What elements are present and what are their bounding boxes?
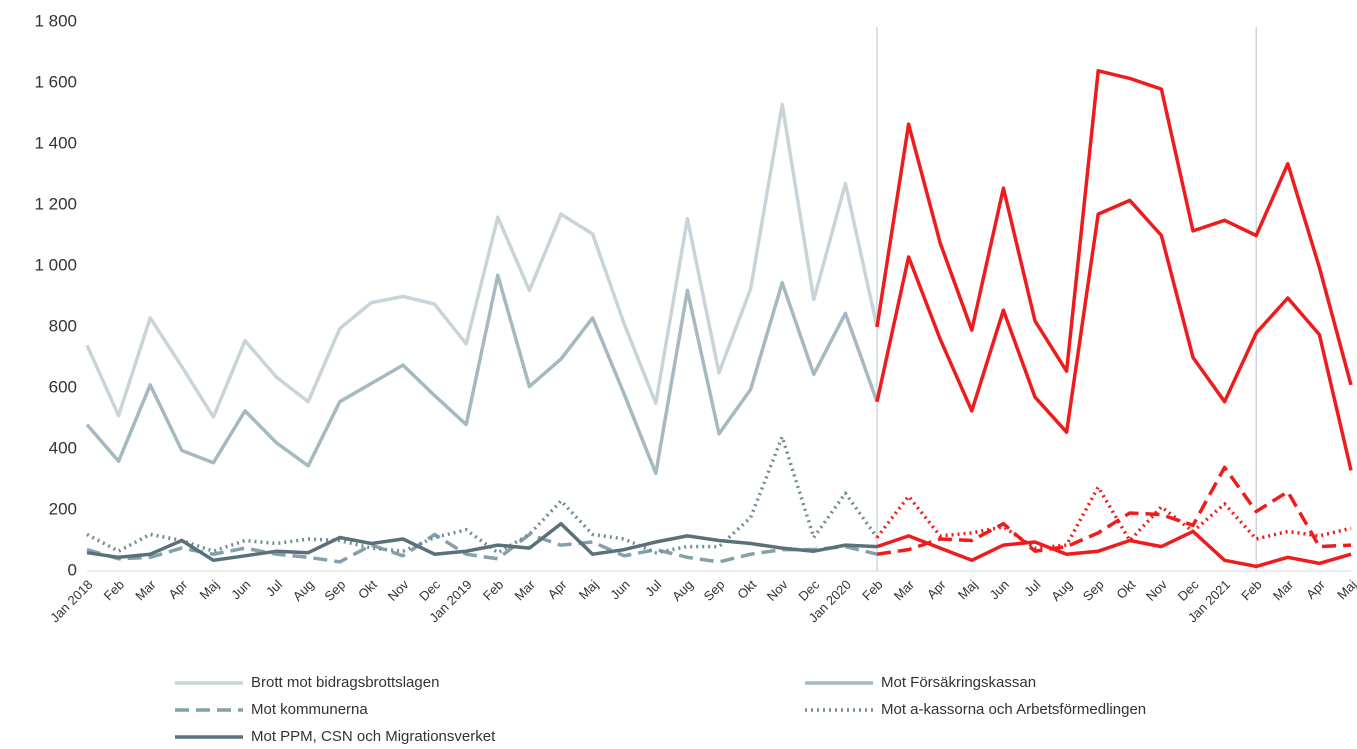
x-tick-label: Maj bbox=[576, 577, 601, 602]
series-line bbox=[876, 529, 1352, 569]
legend-label: Brott mot bidragsbrottslagen bbox=[251, 674, 439, 691]
series-line bbox=[86, 532, 878, 564]
series-line bbox=[876, 465, 1352, 556]
x-tick-label: Feb bbox=[859, 577, 885, 603]
x-tick-label: Maj bbox=[955, 577, 980, 602]
x-tick-label: Feb bbox=[480, 577, 506, 603]
series-line bbox=[85, 102, 879, 419]
x-tick-label: Apr bbox=[545, 576, 570, 601]
x-tick-label: Apr bbox=[924, 576, 949, 601]
x-tick-label: Maj bbox=[197, 577, 222, 602]
x-tick-label: Mar bbox=[891, 576, 918, 603]
x-tick-label: Aug bbox=[669, 577, 696, 604]
x-tick-label: Sep bbox=[321, 577, 348, 604]
x-tick-label: Jun bbox=[228, 577, 253, 602]
series-line bbox=[85, 273, 879, 476]
legend-label: Mot PPM, CSN och Migrationsverket bbox=[251, 728, 496, 745]
y-tick-label: 1 800 bbox=[34, 11, 77, 30]
x-tick-label: Jun bbox=[607, 577, 632, 602]
y-tick-label: 1 200 bbox=[34, 194, 77, 213]
y-tick-label: 1 400 bbox=[34, 133, 77, 152]
x-tick-label: Nov bbox=[385, 577, 412, 604]
y-tick-label: 400 bbox=[49, 438, 77, 457]
y-tick-label: 600 bbox=[49, 377, 77, 396]
x-tick-label: Feb bbox=[1238, 577, 1264, 603]
x-tick-label: Jul bbox=[1021, 577, 1043, 599]
x-tick-label: Aug bbox=[290, 577, 317, 604]
x-tick-label: Jul bbox=[263, 577, 285, 599]
x-tick-label: Dec bbox=[1175, 577, 1202, 604]
x-tick-label: Maj bbox=[1334, 577, 1357, 602]
y-tick-label: 800 bbox=[49, 316, 77, 335]
x-tick-label: Dec bbox=[795, 577, 822, 604]
x-tick-label: Mar bbox=[512, 576, 539, 603]
x-tick-label: Aug bbox=[1048, 577, 1075, 604]
x-tick-label: Okt bbox=[734, 577, 759, 602]
x-tick-label: Jun bbox=[987, 577, 1012, 602]
x-tick-label: Dec bbox=[416, 577, 443, 604]
y-tick-label: 0 bbox=[68, 560, 77, 579]
x-tick-label: Nov bbox=[764, 577, 791, 604]
y-tick-label: 1 600 bbox=[34, 72, 77, 91]
x-tick-label: Mar bbox=[132, 576, 159, 603]
x-tick-label: Sep bbox=[701, 577, 728, 604]
x-tick-label: Apr bbox=[165, 576, 190, 601]
series-line bbox=[86, 435, 879, 555]
x-tick-label: Okt bbox=[355, 577, 380, 602]
x-tick-label: Sep bbox=[1080, 577, 1107, 604]
x-tick-label: Jul bbox=[642, 577, 664, 599]
x-tick-label: Feb bbox=[101, 577, 127, 603]
legend-label: Mot kommunerna bbox=[251, 701, 368, 718]
legend-label: Mot a-kassorna och Arbetsförmedlingen bbox=[881, 701, 1146, 718]
series-line bbox=[875, 198, 1353, 471]
series-line bbox=[875, 69, 1353, 386]
x-tick-label: Mar bbox=[1270, 576, 1297, 603]
y-tick-label: 1 000 bbox=[34, 255, 77, 274]
x-tick-label: Nov bbox=[1143, 577, 1170, 604]
y-tick-label: 200 bbox=[49, 499, 77, 518]
x-tick-label: Okt bbox=[1113, 577, 1138, 602]
legend-label: Mot Försäkringskassan bbox=[881, 674, 1036, 691]
x-tick-label: Apr bbox=[1303, 576, 1328, 601]
series-line bbox=[86, 521, 878, 563]
x-tick-label: Jan 2018 bbox=[47, 577, 95, 625]
